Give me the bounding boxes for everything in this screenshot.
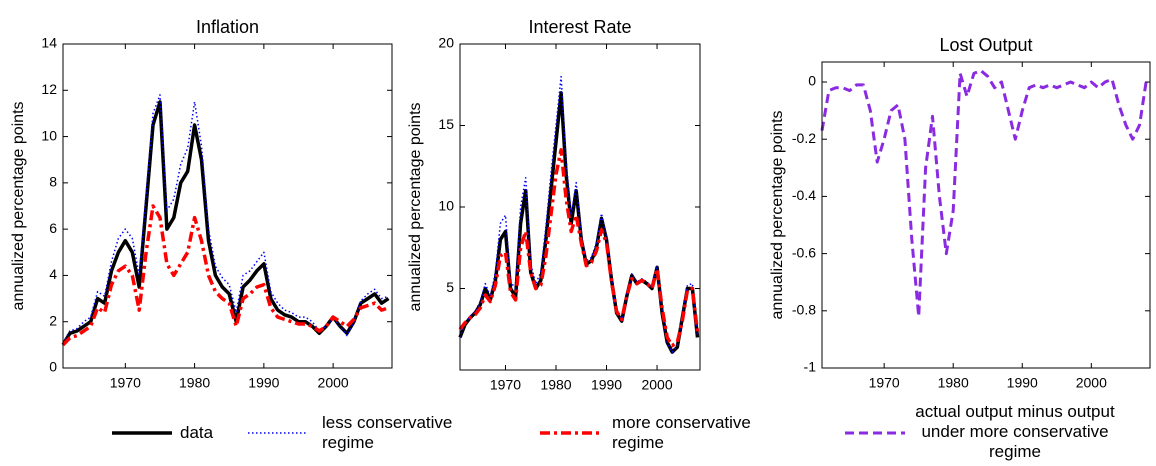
y-tick-label: -0.4 [792, 187, 816, 203]
x-tick-label: 2000 [1076, 375, 1107, 391]
x-tick-label: 2000 [641, 377, 672, 393]
y-tick-label: -0.2 [792, 130, 816, 146]
y-tick-label: -0.6 [792, 244, 816, 260]
y-tick-label: 15 [438, 116, 454, 132]
legend-label: less conservative regime [322, 413, 453, 452]
y-tick-label: -1 [804, 359, 817, 375]
y-tick-label: 12 [41, 81, 57, 97]
y-tick-label: 6 [49, 220, 57, 236]
x-tick-label: 1970 [490, 377, 521, 393]
y-tick-label: 20 [438, 35, 454, 51]
x-tick-label: 1990 [248, 375, 279, 391]
x-tick-label: 1970 [869, 375, 900, 391]
y-tick-label: 14 [41, 35, 57, 51]
x-tick-label: 1980 [540, 377, 571, 393]
legend-label: more conservative regime [612, 413, 751, 452]
plot-frame [62, 43, 393, 369]
y-axis-label: annualized percentage points [769, 110, 786, 319]
y-tick-label: 0 [808, 73, 816, 89]
x-tick-label: 1990 [591, 377, 622, 393]
y-tick-label: 10 [438, 198, 454, 214]
chart-title: Inflation [196, 17, 259, 37]
data-line [61, 204, 390, 347]
y-tick-label: 5 [446, 279, 454, 295]
plot-area [822, 62, 1150, 368]
y-axis-label: annualized percentage points [407, 102, 424, 311]
y-tick-label: 8 [49, 174, 57, 190]
chart-title: Interest Rate [528, 17, 631, 37]
data-line [820, 69, 1148, 318]
y-tick-label: 2 [49, 312, 57, 328]
y-tick-label: -0.8 [792, 302, 816, 318]
y-tick-label: 10 [41, 127, 57, 143]
x-tick-label: 1970 [110, 375, 141, 391]
x-tick-label: 1980 [938, 375, 969, 391]
plot-area [460, 44, 700, 370]
x-tick-label: 1980 [179, 375, 210, 391]
plot-area [63, 44, 392, 368]
plot-frame [459, 43, 701, 371]
plot-frame [821, 61, 1151, 369]
data-line [459, 75, 699, 353]
data-line [458, 148, 700, 348]
chart-title: Lost Output [939, 35, 1032, 55]
legend-label: actual output minus output under more co… [915, 402, 1115, 461]
legend-label: data [180, 423, 214, 442]
y-tick-label: 0 [49, 359, 57, 375]
x-tick-label: 2000 [318, 375, 349, 391]
y-tick-label: 4 [49, 266, 57, 282]
x-tick-label: 1990 [1007, 375, 1038, 391]
y-axis-label: annualized percentage points [10, 101, 27, 310]
